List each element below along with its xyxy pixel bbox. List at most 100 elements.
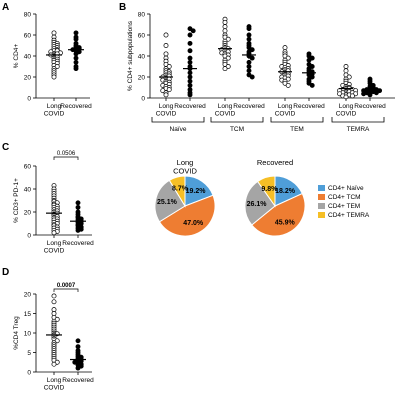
chart-c-point — [75, 227, 81, 233]
chart-b-point — [163, 51, 169, 57]
chart-b-x-tick-label: Long — [159, 103, 174, 110]
chart-b-point — [349, 93, 355, 99]
chart-d-y-tick-label: 15 — [24, 311, 32, 318]
chart-b-x-tick-label: Long — [339, 103, 354, 110]
legend-swatch — [318, 194, 325, 200]
chart-c-y-tick-label: 20 — [24, 210, 32, 217]
legend-label: CD4+ TCM — [328, 194, 361, 201]
pie-long-covid-title: Long — [177, 158, 194, 167]
chart-d-y-axis-label: %CD4 Treg — [13, 316, 20, 350]
chart-b-x-tick-label: Recovered — [233, 103, 265, 110]
chart-c-point — [75, 204, 81, 210]
chart-b-point — [249, 55, 255, 61]
chart-b-point — [222, 66, 228, 72]
pie-recovered-title: Recovered — [257, 158, 293, 167]
chart-c-point — [75, 200, 81, 206]
chart-b-point — [249, 74, 255, 80]
chart-b-point — [166, 87, 172, 93]
chart-b-point — [187, 55, 193, 61]
chart-b-point — [246, 64, 252, 69]
chart-c-x-tick-label: Long — [47, 240, 62, 247]
chart-c-point — [51, 230, 57, 236]
chart-b-point — [187, 78, 193, 84]
pie-long-covid-title: COVID — [173, 167, 197, 176]
chart-d-point — [75, 338, 81, 344]
pie-long-covid-slice-label: 8.7% — [172, 186, 189, 193]
chart-a-point — [51, 30, 57, 36]
pie-long-covid-slice-label: 25.1% — [157, 199, 178, 206]
chart-b-y-tick-label: 60 — [138, 33, 146, 40]
chart-a-y-tick-label: 40 — [24, 54, 32, 61]
chart-d-significance-bracket — [53, 288, 79, 292]
chart-a-point — [73, 59, 79, 65]
chart-a-point — [73, 30, 79, 36]
chart-a-y-tick-label: 20 — [24, 75, 32, 82]
chart-a-point — [73, 66, 79, 72]
chart-d-x-tick-label: Long — [47, 377, 62, 384]
chart-b-group-bracket — [210, 117, 264, 123]
chart-c-y-tick-label: 40 — [24, 187, 32, 194]
chart-c-pvalue: 0.0506 — [57, 151, 76, 157]
chart-a-x-tick-label: Long — [47, 103, 62, 110]
chart-b-point — [187, 74, 193, 80]
chart-b-point — [187, 48, 193, 54]
chart-b-point — [373, 90, 379, 96]
chart-b-x-tick-label: Recovered — [293, 103, 325, 110]
pie-recovered-slice-label: 45.9% — [275, 219, 296, 226]
panel-label-d: D — [2, 267, 9, 278]
chart-a-x-tick-label: Recovered — [60, 103, 92, 110]
chart-b-x-tick-label: Recovered — [174, 103, 206, 110]
chart-b-point — [222, 28, 228, 34]
chart-a-x-tick-label: COVID — [44, 111, 65, 118]
chart-b-x-tick-label: COVID — [215, 111, 236, 118]
pie-recovered-slice — [251, 192, 306, 237]
panel-label-b: B — [119, 2, 126, 13]
legend-swatch — [318, 203, 325, 209]
panel-label-a: A — [2, 2, 9, 13]
chart-a-point — [51, 74, 57, 80]
chart-b-x-tick-label: COVID — [336, 111, 357, 118]
chart-b-point — [246, 36, 252, 42]
chart-a-point — [73, 55, 79, 61]
chart-a-y-tick-label: 0 — [27, 96, 31, 103]
chart-c-x-tick-label: Recovered — [62, 240, 94, 247]
legend-label: CD4+ TEM — [328, 203, 360, 210]
chart-d-x-tick-label: Recovered — [62, 377, 94, 384]
chart-b-x-tick-label: COVID — [156, 111, 177, 118]
chart-b-point — [361, 91, 367, 97]
chart-b-group-label: TEM — [290, 126, 304, 133]
pie-long-covid-slice — [168, 175, 186, 208]
panel-label-c: C — [2, 142, 9, 153]
chart-b-point — [187, 32, 193, 38]
chart-b-point — [246, 68, 252, 74]
chart-b-group-label: Naïve — [170, 126, 187, 133]
legend-label: CD4+ TEMRA — [328, 212, 370, 219]
chart-b-point — [309, 82, 315, 88]
chart-b-point — [306, 57, 312, 63]
chart-c-significance-bracket — [53, 156, 79, 160]
pie-recovered-slice-label: 9.8% — [261, 186, 278, 193]
pie-long-covid-slice-label: 47.0% — [183, 220, 204, 227]
chart-b-group-bracket — [270, 117, 324, 123]
chart-b-point — [190, 28, 196, 34]
chart-b-x-tick-label: Long — [218, 103, 233, 110]
chart-b-point — [163, 92, 169, 98]
chart-b-y-tick-label: 40 — [138, 54, 146, 61]
chart-b-group-label: TEMRA — [347, 126, 370, 133]
chart-b-point — [222, 19, 228, 25]
chart-b-point — [343, 68, 349, 74]
chart-b-x-tick-label: Long — [278, 103, 293, 110]
chart-b-point — [282, 45, 288, 51]
chart-c-pie-recovered: 18.2% 45.9% 26.1% 9.8% Recovered — [244, 158, 306, 237]
legend-swatch — [318, 185, 325, 191]
chart-a-y-axis-label: % CD4+ — [13, 44, 20, 69]
chart-d-y-tick-label: 20 — [24, 292, 32, 299]
chart-c-x-tick-label: COVID — [44, 248, 65, 255]
chart-b-point — [187, 92, 193, 98]
chart-b-point — [246, 59, 252, 65]
